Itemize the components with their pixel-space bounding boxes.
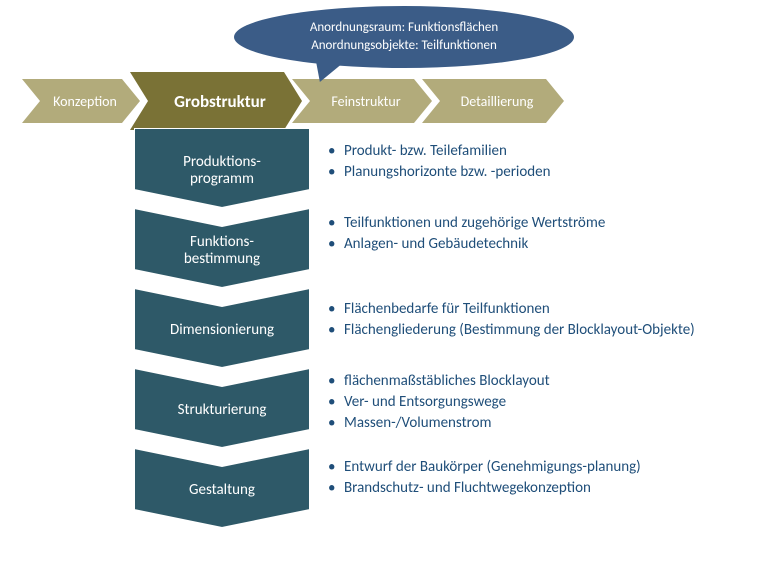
vertical-step-4: Gestaltung <box>134 448 310 528</box>
bullet-item: Entwurf der Baukörper (Genehmigungs-plan… <box>328 458 708 477</box>
bullet-group-2: Flächenbedarfe für Teilfunktionen Flächen… <box>328 300 708 342</box>
speech-line-2: Anordnungsobjekte: Teilfunktionen <box>311 37 497 55</box>
bullet-item: Flächengliederung (Bestimmung der Blockl… <box>328 321 708 340</box>
bullet-item: flächenmaßstäbliches Blocklayout <box>328 372 708 391</box>
speech-bubble-tail <box>312 62 344 82</box>
vertical-step-label: Gestaltung <box>189 476 255 499</box>
bullet-item: Anlagen- und Gebäudetechnik <box>328 235 708 254</box>
bullet-group-1: Teilfunktionen und zugehörige Wertströme… <box>328 214 708 256</box>
speech-bubble: Anordnungsraum: Funktionsflächen Anordnu… <box>234 6 574 68</box>
speech-bubble-body: Anordnungsraum: Funktionsflächen Anordnu… <box>234 6 574 68</box>
speech-line-1: Anordnungsraum: Funktionsflächen <box>310 19 498 37</box>
vertical-step-label: Dimensionierung <box>170 316 274 339</box>
vertical-step-3: Strukturierung <box>134 368 310 448</box>
bullet-item: Brandschutz- und Fluchtwegekonzeption <box>328 479 708 498</box>
vertical-step-label: Produktions-programm <box>183 148 261 189</box>
bullet-item: Massen-/Volumenstrom <box>328 414 708 433</box>
vertical-step-1: Funktions-bestimmung <box>134 208 310 288</box>
bullet-item: Planungshorizonte bzw. -perioden <box>328 163 708 182</box>
bullet-item: Teilfunktionen und zugehörige Wertströme <box>328 214 708 233</box>
bullet-item: Produkt- bzw. Teilefamilien <box>328 142 708 161</box>
bullet-item: Ver- und Entsorgungswege <box>328 393 708 412</box>
bullet-group-0: Produkt- bzw. Teilefamilien Planungshoriz… <box>328 142 708 184</box>
process-arrows-row: Konzeption Grobstruktur Feinstruktur Detail… <box>22 72 554 130</box>
vertical-chevron-column: Produktions-programm Funktions-bestimmung… <box>134 128 310 528</box>
process-step-3: Detaillierung <box>422 79 564 123</box>
bullet-group-3: flächenmaßstäbliches Blocklayout Ver- und… <box>328 372 708 436</box>
vertical-step-label: Funktions-bestimmung <box>184 228 260 269</box>
vertical-step-2: Dimensionierung <box>134 288 310 368</box>
process-step-label: Grobstruktur <box>152 91 280 112</box>
process-step-2: Feinstruktur <box>292 79 432 123</box>
process-step-label: Konzeption <box>31 93 131 110</box>
process-step-1: Grobstruktur <box>130 72 302 130</box>
vertical-step-0: Produktions-programm <box>134 128 310 208</box>
process-step-label: Detaillierung <box>439 93 548 110</box>
process-step-label: Feinstruktur <box>309 93 414 110</box>
vertical-step-label: Strukturierung <box>178 396 267 419</box>
bullet-group-4: Entwurf der Baukörper (Genehmigungs-plan… <box>328 458 708 500</box>
process-step-0: Konzeption <box>22 79 140 123</box>
bullet-item: Flächenbedarfe für Teilfunktionen <box>328 300 708 319</box>
